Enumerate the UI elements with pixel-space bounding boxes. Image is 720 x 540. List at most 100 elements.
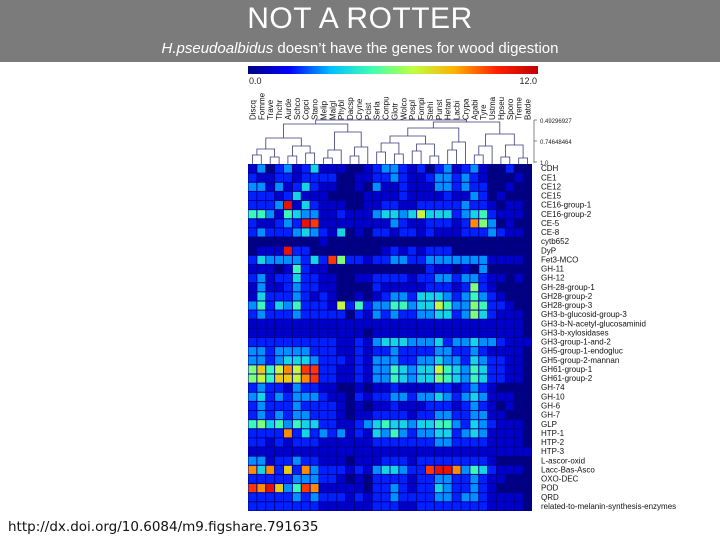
heatmap-cell	[505, 438, 514, 447]
dendrogram-link	[315, 119, 467, 124]
heatmap-cell	[390, 319, 399, 328]
dendrogram-link	[416, 143, 435, 156]
heatmap-cell	[434, 292, 443, 301]
heatmap-cell	[363, 328, 372, 337]
heatmap-cell	[275, 301, 284, 310]
heatmap-cell	[284, 474, 292, 484]
heatmap-cells	[248, 164, 532, 511]
heatmap-cell	[346, 429, 355, 438]
heatmap-cell	[488, 392, 497, 401]
heatmap-cell	[461, 447, 470, 456]
heatmap-cell	[337, 191, 346, 201]
heatmap-cell	[346, 182, 355, 191]
heatmap-cell	[257, 411, 266, 420]
column-label: Ustma	[488, 96, 497, 120]
column-label: Treme	[515, 97, 524, 120]
heatmap-cell	[452, 201, 461, 210]
heatmap-cell	[488, 493, 497, 502]
heatmap-cell	[443, 493, 452, 502]
heatmap-cell	[479, 310, 488, 319]
heatmap-cell	[292, 401, 301, 411]
heatmap-cell	[372, 356, 381, 365]
heatmap-cell	[319, 383, 328, 392]
heatmap-cell	[488, 411, 497, 420]
heatmap-cell	[470, 411, 479, 420]
row-label: GH61-group-2	[541, 374, 593, 383]
heatmap-cell	[363, 246, 372, 255]
heatmap-cell	[479, 328, 488, 337]
heatmap-cell	[275, 219, 284, 228]
heatmap-cell	[479, 228, 488, 237]
heatmap-cell	[470, 337, 479, 347]
column-label: Pospl	[408, 100, 417, 120]
column-label: Lacbi	[453, 101, 462, 120]
heatmap-cell	[497, 283, 505, 292]
heatmap-cell	[275, 310, 284, 319]
heatmap-cell	[523, 292, 532, 301]
heatmap-cell	[248, 228, 257, 237]
heatmap-cell	[426, 328, 434, 337]
heatmap-cell	[275, 438, 284, 447]
heatmap-cell	[470, 191, 479, 201]
heatmap-cell	[461, 392, 470, 401]
heatmap-cell	[514, 191, 523, 201]
heatmap-cell	[417, 438, 426, 447]
heatmap-cell	[452, 173, 461, 182]
heatmap-cell	[408, 319, 417, 328]
row-label: GH61-group-1	[541, 365, 593, 374]
heatmap-cell	[488, 328, 497, 337]
heatmap-cell	[301, 474, 310, 484]
heatmap-cell	[381, 401, 390, 411]
heatmap-cell	[461, 173, 470, 182]
heatmap-cell	[275, 374, 284, 383]
heatmap-cell	[434, 356, 443, 365]
heatmap-cell	[310, 201, 319, 210]
heatmap-cell	[310, 328, 319, 337]
heatmap-cell	[434, 274, 443, 283]
heatmap-cell	[505, 337, 514, 347]
row-label: CE12	[541, 182, 562, 191]
heatmap-cell	[310, 210, 319, 219]
heatmap-cell	[452, 447, 461, 456]
heatmap-cell	[452, 484, 461, 493]
heatmap-cell	[301, 228, 310, 237]
heatmap-cell	[337, 173, 346, 182]
dendrogram-link	[265, 137, 302, 149]
heatmap-cell	[488, 438, 497, 447]
heatmap-cell	[363, 401, 372, 411]
heatmap-cell	[346, 392, 355, 401]
heatmap-cell	[355, 182, 363, 191]
heatmap-cell	[310, 310, 319, 319]
column-label: Tyre	[479, 104, 488, 120]
heatmap-cell	[523, 493, 532, 502]
heatmap-cell	[523, 447, 532, 456]
heatmap-cell	[275, 210, 284, 219]
column-label: Cryne	[355, 98, 364, 120]
heatmap-cell	[399, 474, 408, 484]
heatmap-cell	[319, 401, 328, 411]
heatmap-cell	[461, 438, 470, 447]
doi-link[interactable]: http://dx.doi.org/10.6084/m9.figshare.79…	[8, 519, 319, 535]
heatmap-cell	[443, 465, 452, 474]
heatmap-cell	[390, 347, 399, 356]
heatmap-cell	[408, 182, 417, 191]
heatmap-cell	[390, 173, 399, 182]
heatmap-cell	[417, 328, 426, 337]
heatmap-cell	[479, 264, 488, 274]
heatmap-cell	[248, 182, 257, 191]
heatmap-cell	[426, 301, 434, 310]
heatmap-cell	[417, 493, 426, 502]
heatmap-cell	[275, 411, 284, 420]
heatmap-cell	[346, 365, 355, 374]
heatmap-cell	[452, 411, 461, 420]
heatmap-cell	[443, 210, 452, 219]
heatmap-cell	[470, 237, 479, 246]
heatmap-cell	[399, 383, 408, 392]
heatmap-cell	[319, 328, 328, 337]
heatmap-cell	[381, 374, 390, 383]
heatmap-cell	[301, 264, 310, 274]
heatmap-cell	[284, 356, 292, 365]
heatmap-cell	[363, 456, 372, 465]
heatmap-cell	[257, 429, 266, 438]
row-label: GH-28-group-1	[541, 283, 595, 292]
